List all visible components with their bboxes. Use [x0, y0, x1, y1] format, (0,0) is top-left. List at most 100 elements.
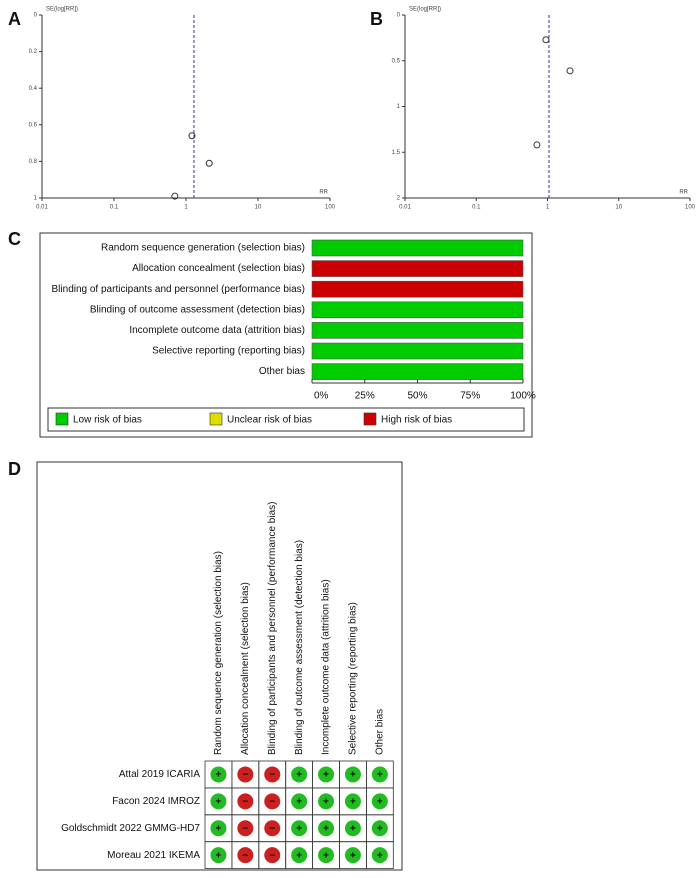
category-label: Blinding of participants and personnel (… [52, 284, 305, 295]
judgment-symbol: + [296, 850, 302, 861]
category-label: Selective reporting (reporting bias) [152, 346, 305, 357]
x-tick-label: 0.01 [36, 205, 48, 211]
x-tick-label: 0.01 [399, 205, 411, 211]
bar-segment [311, 239, 524, 257]
category-label: Allocation concealment (selection bias) [132, 263, 305, 274]
domain-header: Other bias [374, 709, 385, 755]
bar-segment [311, 342, 524, 360]
judgment-symbol: − [269, 850, 275, 861]
judgment-symbol: + [377, 823, 383, 834]
judgment-symbol: + [296, 796, 302, 807]
bar-segment [311, 322, 524, 339]
y-tick-label: 1 [397, 104, 401, 110]
y-tick-label: 0.2 [29, 49, 38, 55]
category-label: Incomplete outcome data (attrition bias) [129, 325, 305, 336]
judgment-dot [344, 766, 361, 783]
judgment-dot [344, 847, 361, 864]
x-axis-label: RR [679, 190, 688, 196]
y-tick-label: 1.5 [392, 150, 401, 156]
judgment-symbol: + [350, 850, 356, 861]
judgment-symbol: − [269, 770, 275, 781]
judgment-symbol: + [216, 823, 222, 834]
study-point [542, 36, 550, 44]
judgment-dot [318, 847, 335, 864]
study-point [533, 141, 541, 149]
bar-segment [311, 260, 524, 277]
study-point [171, 192, 179, 200]
y-tick-label: 2 [397, 196, 401, 202]
study-label: Goldschmidt 2022 GMMG-HD7 [61, 823, 200, 834]
y-tick-label: 0.4 [29, 86, 38, 92]
legend-swatch [363, 412, 377, 426]
legend-frame [47, 407, 525, 432]
x-axis-label: RR [319, 190, 328, 196]
domain-header: Allocation concealment (selection bias) [240, 582, 251, 755]
cell [365, 841, 394, 870]
judgment-dot [318, 793, 335, 810]
x-tick-label: 10 [615, 205, 622, 211]
judgment-dot [344, 793, 361, 810]
judgment-symbol: + [296, 770, 302, 781]
domain-header: Random sequence generation (selection bi… [213, 551, 224, 755]
y-tick-label: 0.6 [29, 122, 38, 128]
x-tick-label: 0% [314, 391, 329, 402]
judgment-symbol: − [269, 796, 275, 807]
x-tick-label: 100 [685, 205, 696, 211]
judgment-dot [371, 820, 388, 837]
judgment-symbol: − [242, 850, 248, 861]
judgment-symbol: + [377, 770, 383, 781]
panel-label: C [8, 229, 21, 249]
judgment-dot [264, 847, 281, 864]
judgment-dot [237, 766, 254, 783]
y-tick-label: 0.5 [392, 58, 401, 64]
judgment-symbol: + [323, 770, 329, 781]
category-label: Blinding of outcome assessment (detectio… [90, 304, 305, 315]
judgment-symbol: + [323, 796, 329, 807]
x-tick-label: 75% [460, 391, 480, 402]
bar-segment [311, 280, 524, 298]
legend-label: Unclear risk of bias [227, 415, 312, 426]
judgment-symbol: + [350, 823, 356, 834]
study-label: Facon 2024 IMROZ [112, 796, 200, 807]
category-label: Other bias [259, 366, 305, 377]
legend-label: High risk of bias [381, 415, 452, 426]
judgment-dot [210, 847, 227, 864]
judgment-symbol: − [242, 796, 248, 807]
study-label: Attal 2019 ICARIA [119, 769, 200, 780]
panel-frame [39, 232, 533, 438]
legend-swatch [55, 412, 69, 426]
bar-segment [311, 301, 524, 319]
x-tick-label: 0.1 [110, 205, 119, 211]
judgment-symbol: + [350, 770, 356, 781]
judgment-dot [237, 847, 254, 864]
x-tick-label: 100 [325, 205, 336, 211]
legend-swatch [209, 412, 223, 426]
x-tick-label: 50% [407, 391, 427, 402]
judgment-symbol: + [216, 850, 222, 861]
judgment-dot [291, 820, 308, 837]
judgment-dot [210, 793, 227, 810]
domain-header: Blinding of participants and personnel (… [267, 502, 278, 755]
y-tick-label: 0 [397, 13, 401, 19]
judgment-symbol: + [377, 796, 383, 807]
study-point [566, 67, 574, 75]
judgment-dot [344, 820, 361, 837]
bar-segment [311, 363, 524, 380]
x-tick-label: 10 [255, 205, 262, 211]
judgment-dot [210, 820, 227, 837]
panel-label: B [370, 9, 383, 29]
study-point [188, 132, 196, 140]
y-tick-label: 0.8 [29, 159, 38, 165]
judgment-dot [371, 793, 388, 810]
judgment-dot [291, 793, 308, 810]
domain-header: Blinding of outcome assessment (detectio… [294, 540, 305, 755]
judgment-symbol: − [242, 770, 248, 781]
panel-frame [36, 461, 403, 871]
legend-label: Low risk of bias [73, 415, 142, 426]
judgment-dot [264, 820, 281, 837]
x-tick-label: 1 [546, 205, 550, 211]
judgment-dot [237, 793, 254, 810]
domain-header: Selective reporting (reporting bias) [348, 602, 359, 755]
